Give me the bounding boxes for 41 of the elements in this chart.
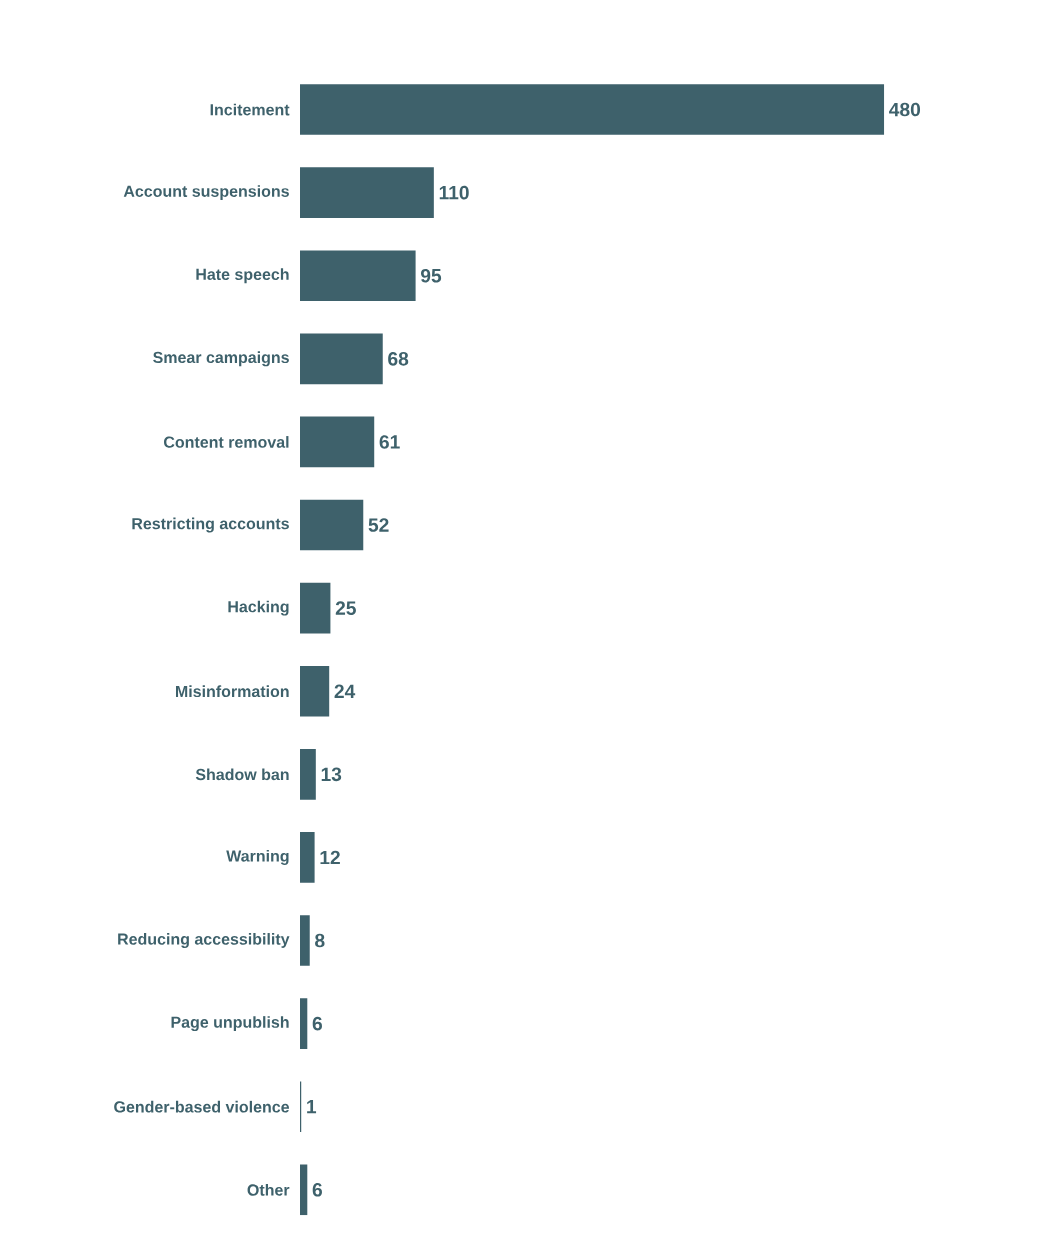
data-label: 1 — [307, 1100, 317, 1114]
y-tick-label: Warning — [226, 849, 289, 865]
y-tick-label: Content removal — [164, 436, 289, 448]
bar — [300, 1164, 308, 1216]
data-label: 110 — [439, 185, 469, 200]
bar — [300, 167, 434, 218]
bar — [300, 748, 316, 800]
bar — [300, 582, 331, 634]
bar — [300, 499, 364, 551]
y-tick-label: Page unpublish — [171, 1016, 289, 1032]
data-label: 13 — [321, 767, 342, 782]
y-tick-label: Reducing accessibility — [118, 933, 290, 949]
data-label: 95 — [420, 268, 442, 283]
y-tick-label: Other — [247, 1183, 290, 1196]
y-tick-label: Misinformation — [176, 685, 289, 698]
y-tick-label: Shadow ban — [195, 768, 289, 781]
data-label: 68 — [388, 352, 409, 366]
bar — [300, 416, 375, 468]
y-tick-label: Smear campaigns — [153, 351, 289, 367]
data-label: 61 — [379, 435, 400, 449]
bar — [300, 333, 383, 385]
y-tick-label: Gender-based violence — [114, 1100, 290, 1113]
y-tick-label: Account suspensions — [123, 185, 289, 201]
data-label: 6 — [312, 1016, 322, 1031]
bar — [300, 250, 416, 302]
data-label: 480 — [889, 102, 921, 117]
bar — [300, 998, 308, 1049]
data-label: 12 — [320, 850, 340, 865]
bar — [300, 832, 315, 883]
bar — [300, 84, 885, 135]
y-tick-label: Hate speech — [196, 268, 289, 284]
y-tick-label: Restricting accounts — [132, 517, 289, 533]
bar — [300, 665, 330, 717]
data-label: 8 — [315, 933, 325, 948]
bar — [300, 915, 310, 966]
y-tick-label: Hacking — [228, 600, 289, 616]
y-tick-label: Incitement — [210, 103, 290, 116]
data-label: 52 — [368, 518, 389, 532]
data-label: 25 — [335, 601, 356, 615]
data-label: 24 — [334, 684, 356, 698]
data-label: 6 — [312, 1183, 322, 1197]
